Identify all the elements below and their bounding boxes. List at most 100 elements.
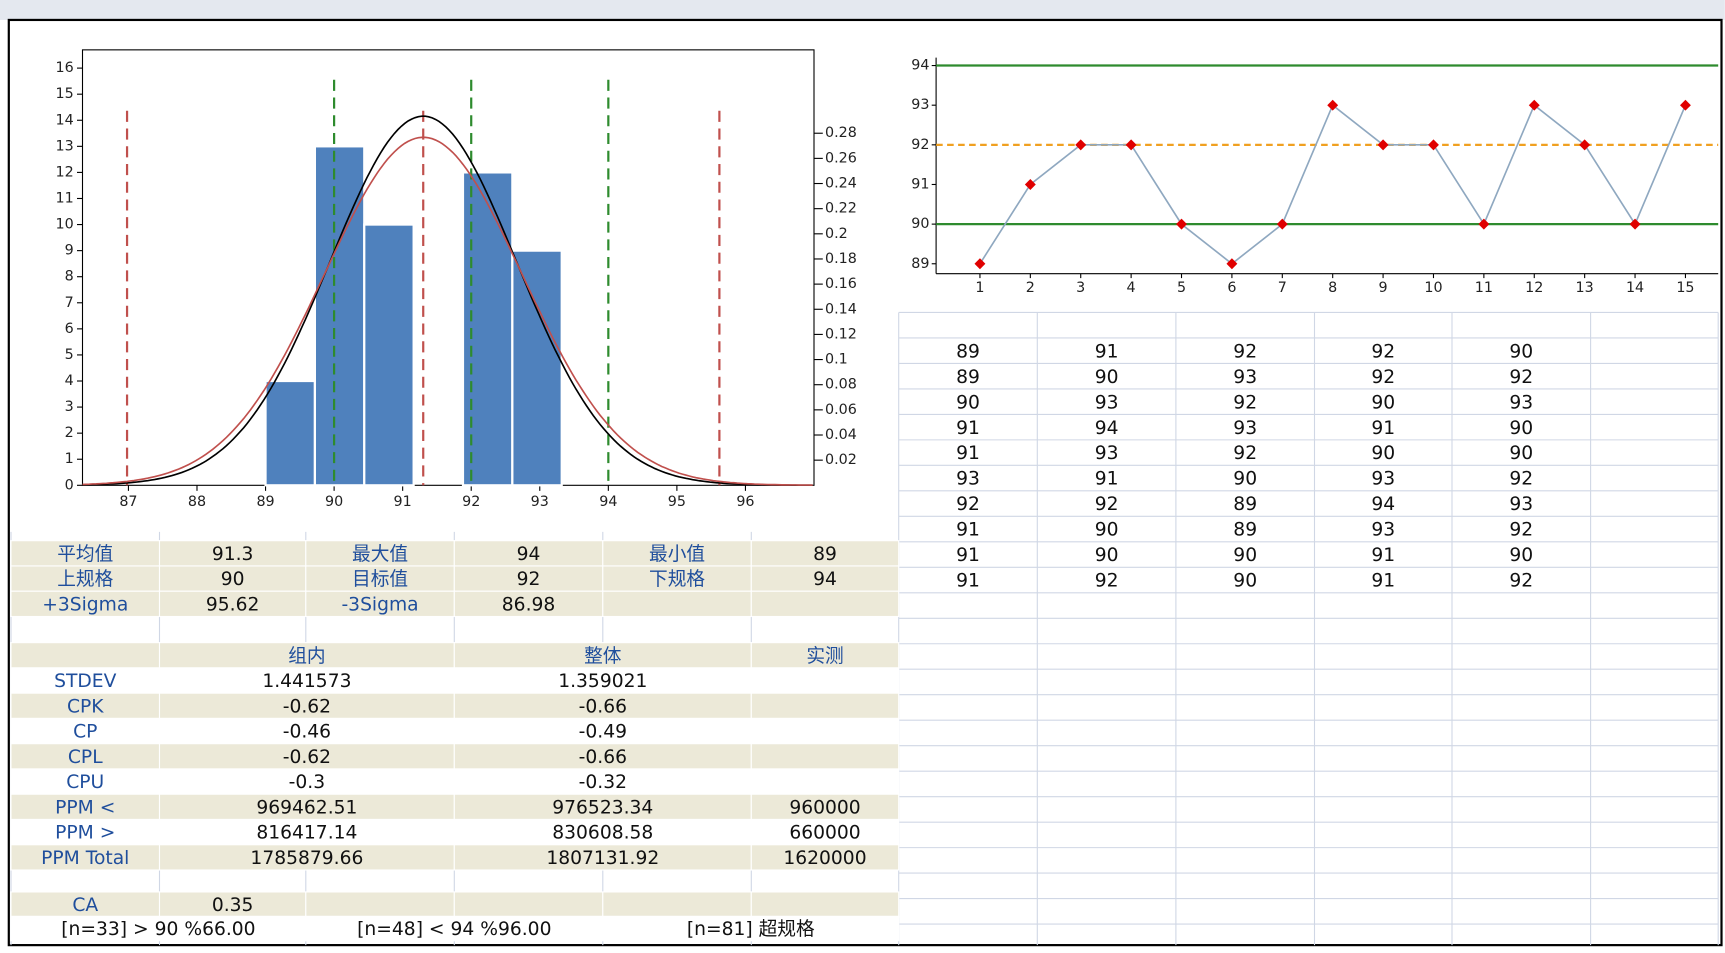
- y-tick-label: 3: [65, 399, 74, 415]
- x-tick-label: 2: [1026, 280, 1035, 296]
- table-cell: [10, 915, 307, 942]
- table-cell: [750, 540, 900, 567]
- y-tick-label: 9: [65, 243, 74, 259]
- histogram-bar: [363, 223, 415, 487]
- y-tick-label: 8: [65, 269, 74, 285]
- table-cell: [750, 768, 900, 795]
- x-tick-label: 14: [1626, 280, 1644, 296]
- cell-text: 89: [1233, 520, 1257, 541]
- cell-text: 组内: [288, 645, 325, 667]
- cell-text: 上规格: [57, 568, 113, 590]
- cell-text: 0.35: [212, 895, 254, 916]
- normal-curve: [82, 115, 813, 487]
- cell-text: 最大值: [352, 543, 408, 565]
- cell-text: -0.3: [289, 772, 325, 793]
- cell-text: -3Sigma: [341, 594, 418, 615]
- x-tick-label: 3: [1076, 280, 1085, 296]
- cell-text: 90: [1233, 545, 1257, 566]
- cell-text: 90: [221, 569, 245, 590]
- y2-tick-label: 0.18: [825, 251, 857, 267]
- cell-text: PPM >: [55, 823, 115, 844]
- data-point: [1428, 139, 1439, 151]
- cell-text: 最小值: [649, 543, 705, 565]
- cell-text: -0.62: [283, 696, 331, 717]
- y-tick-label: 7: [65, 295, 74, 311]
- cell-text: CA: [72, 895, 98, 916]
- cell-text: 93: [1371, 469, 1395, 490]
- y-tick-label: 93: [911, 97, 929, 113]
- y-tick-label: 11: [56, 190, 74, 206]
- data-point: [1629, 218, 1641, 230]
- table-cell: [158, 565, 307, 592]
- cell-text: CP: [73, 722, 97, 743]
- table-cell: [750, 692, 900, 719]
- cell-text: 93: [1509, 392, 1533, 413]
- y-tick-label: 4: [65, 373, 74, 389]
- y-tick-label: 5: [65, 347, 74, 363]
- table-cell: [750, 590, 900, 618]
- y2-tick-label: 0.24: [825, 175, 857, 191]
- cell-text: 960000: [789, 797, 860, 818]
- cell-text: 1.359021: [558, 671, 647, 692]
- x-tick-label: 89: [256, 494, 274, 510]
- x-tick-label: 9: [1379, 280, 1388, 296]
- cell-text: 91: [956, 418, 980, 439]
- table-cell: [750, 818, 900, 846]
- y-tick-label: 0: [65, 477, 74, 493]
- cell-text: 整体: [584, 645, 622, 667]
- cell-text: 94: [813, 569, 837, 590]
- cell-text: 92: [1509, 367, 1533, 388]
- table-cell: [158, 768, 455, 795]
- y2-tick-label: 0.02: [825, 452, 857, 468]
- x-tick-label: 5: [1177, 280, 1186, 296]
- table-cell: [158, 818, 455, 846]
- x-tick-label: 6: [1227, 280, 1236, 296]
- table-cell: [158, 844, 455, 871]
- cell-text: 91: [956, 545, 980, 566]
- x-tick-label: 4: [1127, 280, 1136, 296]
- cell-text: 660000: [789, 823, 860, 844]
- cell-text: 90: [1509, 545, 1533, 566]
- y-tick-label: 92: [911, 137, 929, 153]
- data-point: [1327, 99, 1339, 111]
- cell-text: 目标值: [352, 568, 408, 590]
- table-cell: [602, 590, 752, 618]
- cell-text: 93: [1509, 494, 1533, 515]
- cell-text: 93: [1233, 367, 1257, 388]
- cell-text: -0.66: [579, 747, 627, 768]
- y2-tick-label: 0.06: [825, 402, 857, 418]
- cell-text: 90: [1371, 443, 1395, 464]
- cell-text: 969462.51: [256, 797, 357, 818]
- cell-text: 92: [1233, 341, 1257, 362]
- table-cell: [10, 642, 161, 669]
- y-tick-label: 91: [911, 176, 929, 192]
- cell-text: CPU: [66, 772, 104, 793]
- y2-tick-label: 0.28: [825, 125, 857, 141]
- x-tick-label: 15: [1676, 280, 1694, 296]
- x-tick-label: 95: [668, 494, 686, 510]
- table-cell: [602, 891, 752, 918]
- cell-text: 91: [956, 443, 980, 464]
- cell-text: 1785879.66: [250, 848, 363, 869]
- y-tick-label: 1: [65, 451, 74, 467]
- table-cell: [453, 818, 752, 846]
- data-point: [1679, 99, 1691, 111]
- cell-text: 90: [1509, 341, 1533, 362]
- y2-tick-label: 0.16: [825, 276, 857, 292]
- table-cell: [305, 540, 455, 567]
- cell-text: 92: [1371, 367, 1395, 388]
- table-cell: [10, 540, 161, 567]
- cell-text: 830608.58: [552, 823, 653, 844]
- data-point: [1276, 218, 1288, 230]
- y-tick-label: 89: [911, 256, 929, 272]
- cell-text: -0.46: [283, 722, 331, 743]
- cell-text: [n=81] 超规格: [687, 918, 815, 940]
- y2-tick-label: 0.26: [825, 150, 857, 166]
- y-tick-label: 13: [56, 138, 74, 154]
- cell-text: CPL: [68, 747, 103, 768]
- cell-text: 94: [517, 544, 541, 565]
- x-tick-label: 8: [1328, 280, 1337, 296]
- cell-text: 94: [1371, 494, 1395, 515]
- table-cell: [453, 793, 752, 821]
- data-point: [1478, 218, 1490, 230]
